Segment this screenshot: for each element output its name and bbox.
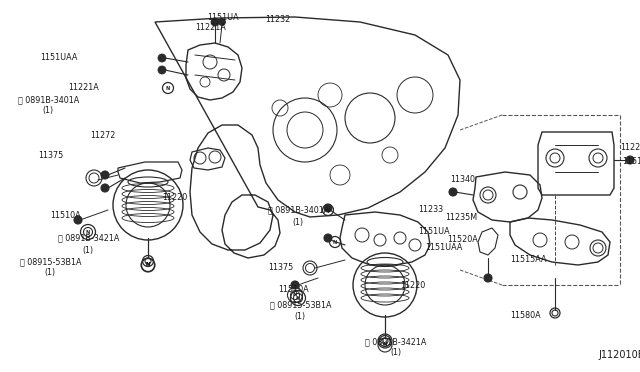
- Text: Ⓝ 0891B-3401A: Ⓝ 0891B-3401A: [18, 96, 79, 105]
- Text: 11520A: 11520A: [447, 235, 477, 244]
- Circle shape: [626, 156, 634, 164]
- Text: 1151UA: 1151UA: [418, 228, 450, 237]
- Text: Ⓝ 0891B-3421A: Ⓝ 0891B-3421A: [365, 337, 426, 346]
- Text: N: N: [86, 230, 90, 234]
- Circle shape: [324, 204, 332, 212]
- Text: 11272: 11272: [90, 131, 115, 140]
- Text: (1): (1): [294, 312, 305, 321]
- Text: Ⓝ 0891B-3401A: Ⓝ 0891B-3401A: [268, 205, 329, 215]
- Text: 11510A: 11510A: [50, 211, 81, 219]
- Text: N: N: [326, 208, 330, 212]
- Text: N: N: [293, 292, 297, 298]
- Text: 11220P: 11220P: [620, 142, 640, 151]
- Circle shape: [101, 184, 109, 192]
- Circle shape: [211, 18, 219, 26]
- Text: 11515AA: 11515AA: [510, 256, 547, 264]
- Text: 11220: 11220: [162, 193, 188, 202]
- Text: 11232: 11232: [265, 16, 291, 25]
- Circle shape: [158, 54, 166, 62]
- Circle shape: [74, 216, 82, 224]
- Text: 11235M: 11235M: [445, 214, 477, 222]
- Text: N: N: [146, 263, 150, 267]
- Text: Ⓝ 08915-53B1A: Ⓝ 08915-53B1A: [20, 257, 81, 266]
- Text: 11221A: 11221A: [195, 23, 226, 32]
- Text: 1151UAA: 1151UAA: [425, 244, 462, 253]
- Circle shape: [291, 281, 299, 289]
- Text: 1151UAA: 1151UAA: [40, 54, 77, 62]
- Text: 11375: 11375: [268, 263, 293, 273]
- Text: N: N: [383, 343, 387, 347]
- Text: (1): (1): [44, 267, 55, 276]
- Text: 1151UA: 1151UA: [207, 13, 239, 22]
- Text: Ⓝ 0891B-3421A: Ⓝ 0891B-3421A: [58, 234, 120, 243]
- Text: 11580A: 11580A: [510, 311, 541, 320]
- Text: (1): (1): [82, 246, 93, 254]
- Text: Ⓝ 08915-53B1A: Ⓝ 08915-53B1A: [270, 301, 332, 310]
- Text: (1): (1): [42, 106, 53, 115]
- Text: 11510A: 11510A: [278, 285, 308, 295]
- Text: N: N: [333, 240, 337, 244]
- Text: 11375: 11375: [38, 151, 63, 160]
- Circle shape: [158, 66, 166, 74]
- Text: 11340: 11340: [450, 176, 475, 185]
- Text: (1): (1): [292, 218, 303, 227]
- Text: J112010E: J112010E: [598, 350, 640, 360]
- Circle shape: [484, 274, 492, 282]
- Text: N: N: [296, 295, 300, 301]
- Text: N: N: [166, 86, 170, 90]
- Text: 11221A: 11221A: [68, 83, 99, 93]
- Text: 11233: 11233: [418, 205, 443, 215]
- Text: N: N: [146, 263, 150, 267]
- Circle shape: [324, 234, 332, 242]
- Circle shape: [101, 171, 109, 179]
- Circle shape: [218, 19, 225, 26]
- Text: (1): (1): [390, 347, 401, 356]
- Text: 11220: 11220: [400, 280, 425, 289]
- Text: 11515A: 11515A: [622, 157, 640, 167]
- Circle shape: [449, 188, 457, 196]
